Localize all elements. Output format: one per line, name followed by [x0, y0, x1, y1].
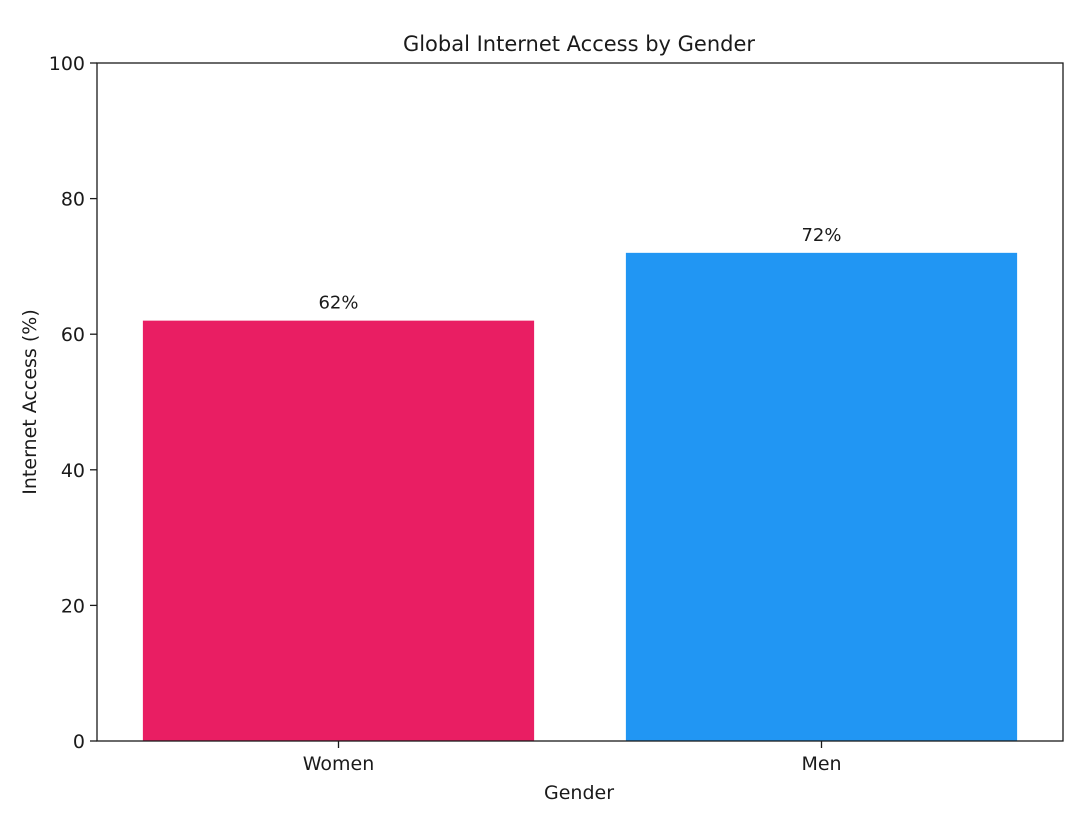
y-axis-label: Internet Access (%) — [19, 309, 41, 494]
plot-frame — [96, 62, 1064, 742]
chart-title: Global Internet Access by Gender — [403, 32, 755, 56]
bar-women — [142, 320, 535, 741]
bar-value-label: 72% — [801, 225, 841, 246]
y-tick-label: 60 — [61, 324, 85, 346]
bar-value-labels: 62% 72% — [318, 225, 841, 314]
bar-men — [625, 252, 1018, 741]
y-tick-label: 20 — [61, 595, 85, 617]
y-tick-label: 40 — [61, 460, 85, 482]
y-tick-label: 80 — [61, 189, 85, 211]
y-tick-label: 0 — [73, 731, 85, 753]
bar-value-label: 62% — [318, 293, 358, 314]
x-axis-label: Gender — [544, 782, 614, 804]
x-tick-label: Men — [801, 753, 841, 775]
y-tick-label: 100 — [49, 53, 85, 75]
bars — [142, 252, 1018, 741]
x-axis-ticks: Women Men — [303, 741, 842, 775]
y-axis-ticks: 0 20 40 60 80 100 — [49, 53, 97, 753]
x-tick-label: Women — [303, 753, 375, 775]
